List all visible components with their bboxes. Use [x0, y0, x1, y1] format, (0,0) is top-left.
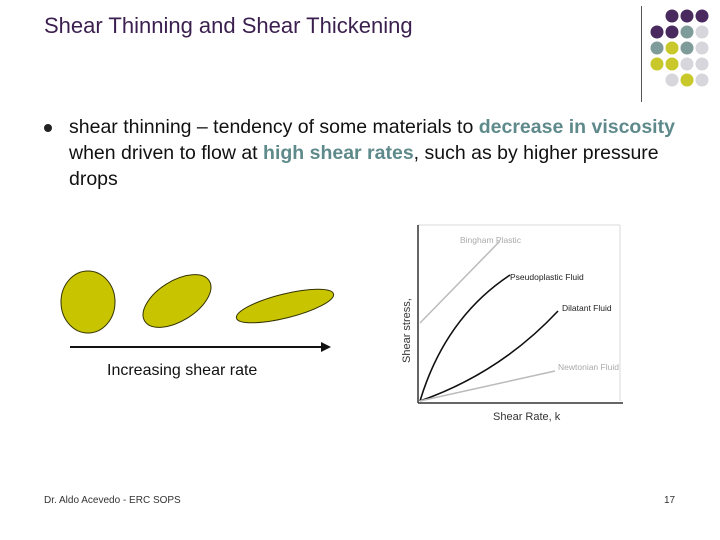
decorative-dot [695, 9, 709, 23]
rheology-chart-svg: Bingham Plastic Pseudoplastic Fluid Dila… [401, 224, 623, 423]
bullet-text: shear thinning – tendency of some materi… [69, 114, 684, 192]
newtonian-curve [419, 370, 556, 402]
increasing-shear-rate-label: Increasing shear rate [107, 362, 258, 379]
chart-x-axis-label: Shear Rate, k [493, 411, 561, 423]
slide-title: Shear Thinning and Shear Thickening [44, 13, 413, 38]
pseudoplastic-label: Pseudoplastic Fluid [510, 272, 584, 282]
decorative-dot [695, 73, 709, 87]
ellipse-tilted-shape [142, 274, 212, 328]
decorative-dot [695, 57, 709, 71]
decorative-dot-grid [650, 9, 709, 87]
footer-author: Dr. Aldo Acevedo - ERC SOPS [44, 495, 181, 506]
decorative-dot [665, 9, 679, 23]
decorative-dot [650, 25, 664, 39]
newtonian-label: Newtonian Fluid [558, 362, 619, 372]
decorative-dot [680, 57, 694, 71]
decorative-dot [665, 41, 679, 55]
bullet-text-part3: , such as by higher pressure drops [69, 142, 659, 190]
decorative-dot [695, 25, 709, 39]
highlight-high-shear-rates: high shear rates [263, 142, 414, 164]
decorative-dot [695, 41, 709, 55]
dilatant-label: Dilatant Fluid [562, 303, 612, 313]
rheology-chart: Bingham Plastic Pseudoplastic Fluid Dila… [395, 223, 635, 428]
bullet-text-part1: shear thinning – tendency of some materi… [69, 116, 479, 138]
decorative-dot [680, 25, 694, 39]
decorative-dot [650, 41, 664, 55]
bullet-text-part2: when driven to flow at [69, 142, 264, 164]
bingham-plastic-label: Bingham Plastic [460, 235, 522, 245]
shear-rate-arrow-head [321, 342, 331, 352]
dilatant-curve [419, 310, 559, 402]
decorative-dot [680, 9, 694, 23]
bingham-plastic-curve [419, 240, 501, 324]
bullet-item: shear thinning – tendency of some materi… [44, 114, 684, 192]
decorative-dot [665, 25, 679, 39]
ellipse-circle-shape [60, 270, 116, 334]
decorative-dot [680, 41, 694, 55]
title-divider-line [641, 6, 642, 102]
pseudoplastic-curve [419, 274, 511, 402]
decorative-dot [680, 73, 694, 87]
ellipse-elongated-shape [235, 288, 335, 324]
decorative-dot [665, 57, 679, 71]
decorative-dot [665, 73, 679, 87]
page-number: 17 [664, 495, 676, 506]
bullet-icon [44, 124, 52, 132]
highlight-decrease-viscosity: decrease in viscosity [478, 116, 675, 138]
chart-y-axis-label: Shear stress, [401, 298, 413, 363]
decorative-dot [650, 57, 664, 71]
